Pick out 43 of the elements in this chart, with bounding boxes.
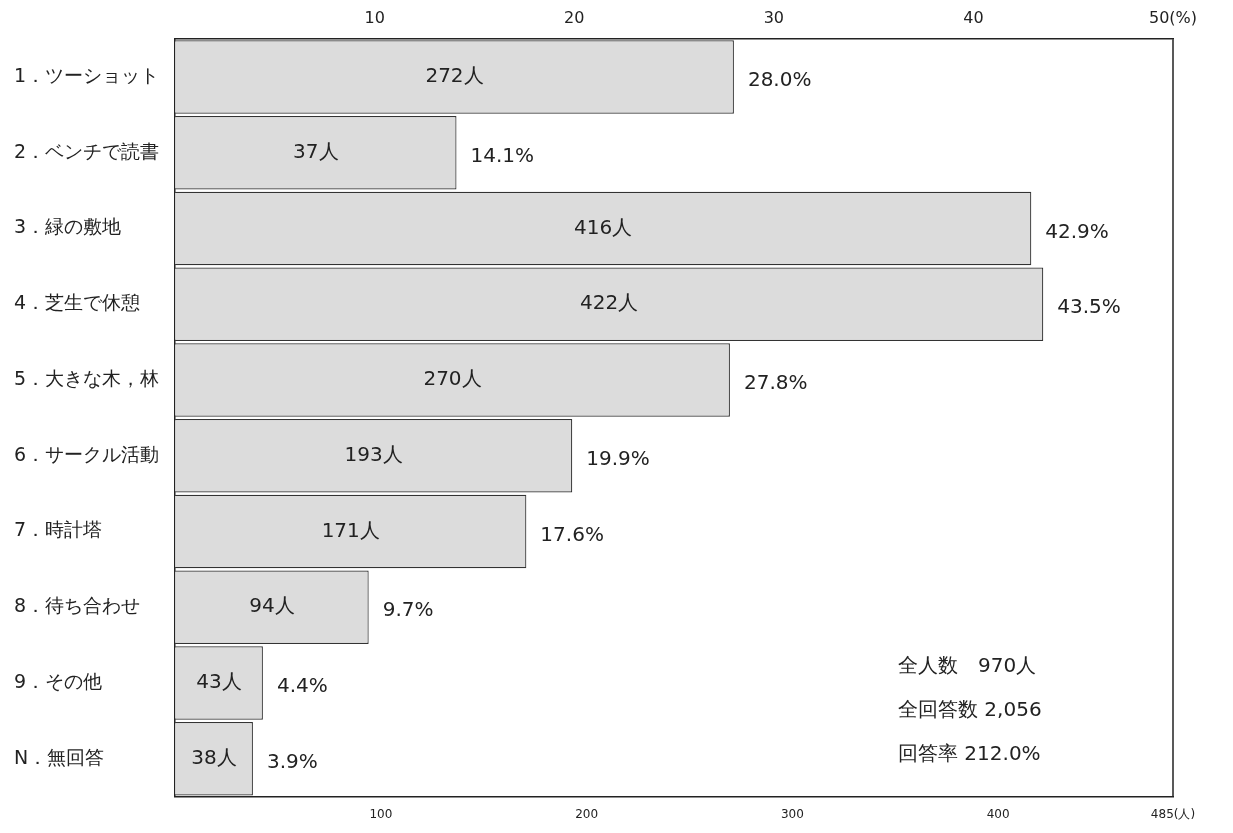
y-tick-label: 3．緑の敷地 (14, 215, 122, 238)
annotation: 171人 (321, 517, 380, 542)
data-label: 42.9% (1045, 218, 1109, 243)
x2-tick-label: 50(%) (1148, 7, 1198, 27)
data-label: 14.1% (470, 143, 535, 168)
annotation: 416人 (574, 214, 633, 239)
data-label: 28.0% (747, 67, 812, 92)
data-label: 3.9% (266, 748, 318, 773)
data-label: 19.9% (586, 445, 650, 470)
annotation: 全回答数 2,056 (898, 696, 1042, 721)
annotation: 270人 (423, 366, 482, 391)
annotation: 193人 (344, 441, 403, 466)
data-label: 43.5% (1057, 294, 1121, 319)
x2-tick-label: 30 (763, 7, 785, 27)
x-tick-label: 200 (575, 806, 599, 821)
x-tick-label: 400 (986, 806, 1010, 821)
annotation: 272人 (425, 63, 484, 88)
y-tick-label: 6．サークル活動 (14, 442, 160, 465)
data-label: 17.6% (540, 521, 604, 546)
data-label: 9.7% (382, 597, 434, 622)
y-tick-label: 5．大きな木，林 (14, 366, 160, 389)
annotation: 全人数 970人 (898, 652, 1037, 677)
x2-tick-label: 10 (364, 7, 385, 27)
data-label: 4.4% (276, 673, 328, 698)
annotation: 37人 (293, 139, 339, 164)
y-tick-label: 1．ツーショット (14, 64, 160, 87)
x-tick-label: 485(人) (1150, 806, 1196, 821)
annotation: 38人 (191, 744, 237, 769)
annotation: 回答率 212.0% (898, 740, 1041, 765)
y-tick-label: 2．ベンチで読書 (14, 139, 160, 162)
y-tick-label: 4．芝生で休憩 (14, 291, 141, 314)
x2-tick-label: 40 (963, 7, 984, 27)
x-tick-label: 300 (780, 806, 804, 821)
data-label: 27.8% (743, 370, 808, 395)
y-tick-label: 8．待ち合わせ (14, 594, 141, 617)
x-tick-label: 100 (369, 806, 393, 821)
annotation: 94人 (249, 593, 295, 618)
annotation: 43人 (196, 669, 242, 694)
y-tick-label: N．無回答 (14, 745, 105, 768)
annotation: 422人 (580, 290, 639, 315)
y-tick-label: 9．その他 (14, 669, 103, 692)
y-tick-label: 7．時計塔 (14, 518, 103, 541)
x2-tick-label: 20 (564, 7, 585, 27)
